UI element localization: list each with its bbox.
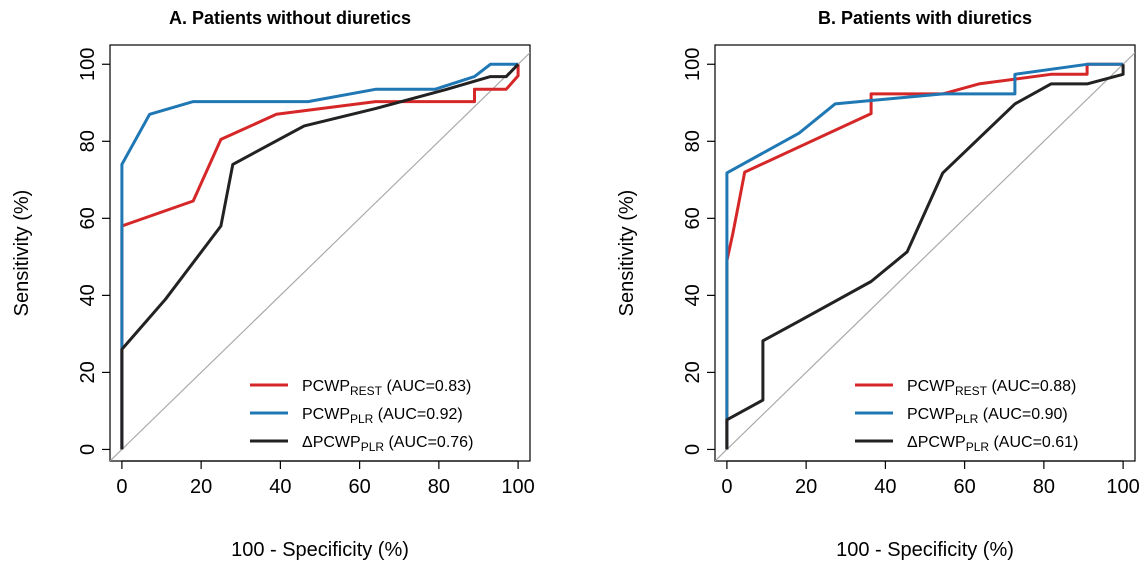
y-tick-label: 80 [682,130,704,152]
legend-name: ΔPCWP [907,434,966,451]
roc-curve-rest-0 [725,62,1124,450]
legend-auc: (AUC=0.76) [384,434,473,451]
roc-curve-plr-1 [120,62,519,450]
legend-item: ΔPCWPPLR (AUC=0.76) [250,434,473,454]
legend-label: PCWPPLR (AUC=0.90) [907,406,1068,426]
roc-curve-plr-2 [120,63,520,450]
x-axis-label: 100 - Specificity (%) [836,539,1014,561]
x-tick-label: 20 [795,476,817,498]
legend-name: ΔPCWP [302,434,361,451]
y-tick-label: 0 [77,444,99,455]
x-tick-label: 0 [721,476,732,498]
reference-diagonal [715,52,1135,461]
legend-label: ΔPCWPPLR (AUC=0.61) [907,434,1078,454]
chart-panel-a: A. Patients without diuretics 0 20 40 60 80 10… [11,8,535,561]
y-tick-label: 60 [682,207,704,229]
x-tick-label: 20 [190,476,212,498]
legend-name: PCWP [907,378,955,395]
legend-auc: (AUC=0.83) [382,378,471,395]
legend-item: PCWPPLR (AUC=0.90) [855,406,1068,426]
legend-subscript: REST [350,384,383,398]
y-tick-label: 80 [77,130,99,152]
legend-auc: (AUC=0.90) [978,406,1067,423]
x-tick-label: 80 [1033,476,1055,498]
legend-name: PCWP [907,406,955,423]
chart-title: B. Patients with diuretics [818,8,1032,28]
roc-curve-plr-1 [725,62,1124,450]
legend-subscript: PLR [361,440,385,454]
y-axis-label: Sensitivity (%) [11,190,33,317]
x-tick-label: 40 [269,476,291,498]
x-tick-label: 40 [874,476,896,498]
legend-auc: (AUC=0.88) [987,378,1076,395]
legend-subscript: PLR [966,440,990,454]
x-tick-label: 0 [116,476,127,498]
legend-subscript: PLR [955,412,979,426]
y-tick-label: 20 [77,361,99,383]
y-tick-label: 100 [682,48,704,81]
y-tick-label: 40 [77,284,99,306]
legend-label: PCWPPLR (AUC=0.92) [302,406,463,426]
x-tick-label: 80 [428,476,450,498]
x-tick-label: 60 [348,476,370,498]
plot-frame [714,44,1136,462]
y-tick-label: 100 [77,48,99,81]
y-tick-label: 20 [682,361,704,383]
roc-curve-plr-2 [725,64,1125,450]
legend-label: PCWPREST (AUC=0.88) [907,378,1076,398]
roc-curve-rest-0 [120,64,520,450]
legend-item: PCWPPLR (AUC=0.92) [250,406,463,426]
x-tick-label: 100 [1106,476,1139,498]
legend-item: ΔPCWPPLR (AUC=0.61) [855,434,1078,454]
reference-diagonal [110,52,530,461]
legend-auc: (AUC=0.92) [373,406,462,423]
legend-subscript: REST [955,384,988,398]
legend-name: PCWP [302,378,350,395]
legend-name: PCWP [302,406,350,423]
legend-label: ΔPCWPPLR (AUC=0.76) [302,434,473,454]
x-axis-label: 100 - Specificity (%) [231,539,409,561]
legend-item: PCWPREST (AUC=0.83) [250,378,471,398]
y-axis-label: Sensitivity (%) [616,190,638,317]
y-tick-label: 0 [682,444,704,455]
chart-panel-b: B. Patients with diuretics 0 20 40 60 80 100 0 2… [616,8,1140,561]
legend-item: PCWPREST (AUC=0.88) [855,378,1076,398]
legend-subscript: PLR [350,412,374,426]
legend-auc: (AUC=0.61) [989,434,1078,451]
y-tick-label: 40 [682,284,704,306]
legend-label: PCWPREST (AUC=0.83) [302,378,471,398]
x-tick-label: 60 [953,476,975,498]
x-tick-label: 100 [501,476,534,498]
chart-title: A. Patients without diuretics [169,8,411,28]
y-tick-label: 60 [77,207,99,229]
